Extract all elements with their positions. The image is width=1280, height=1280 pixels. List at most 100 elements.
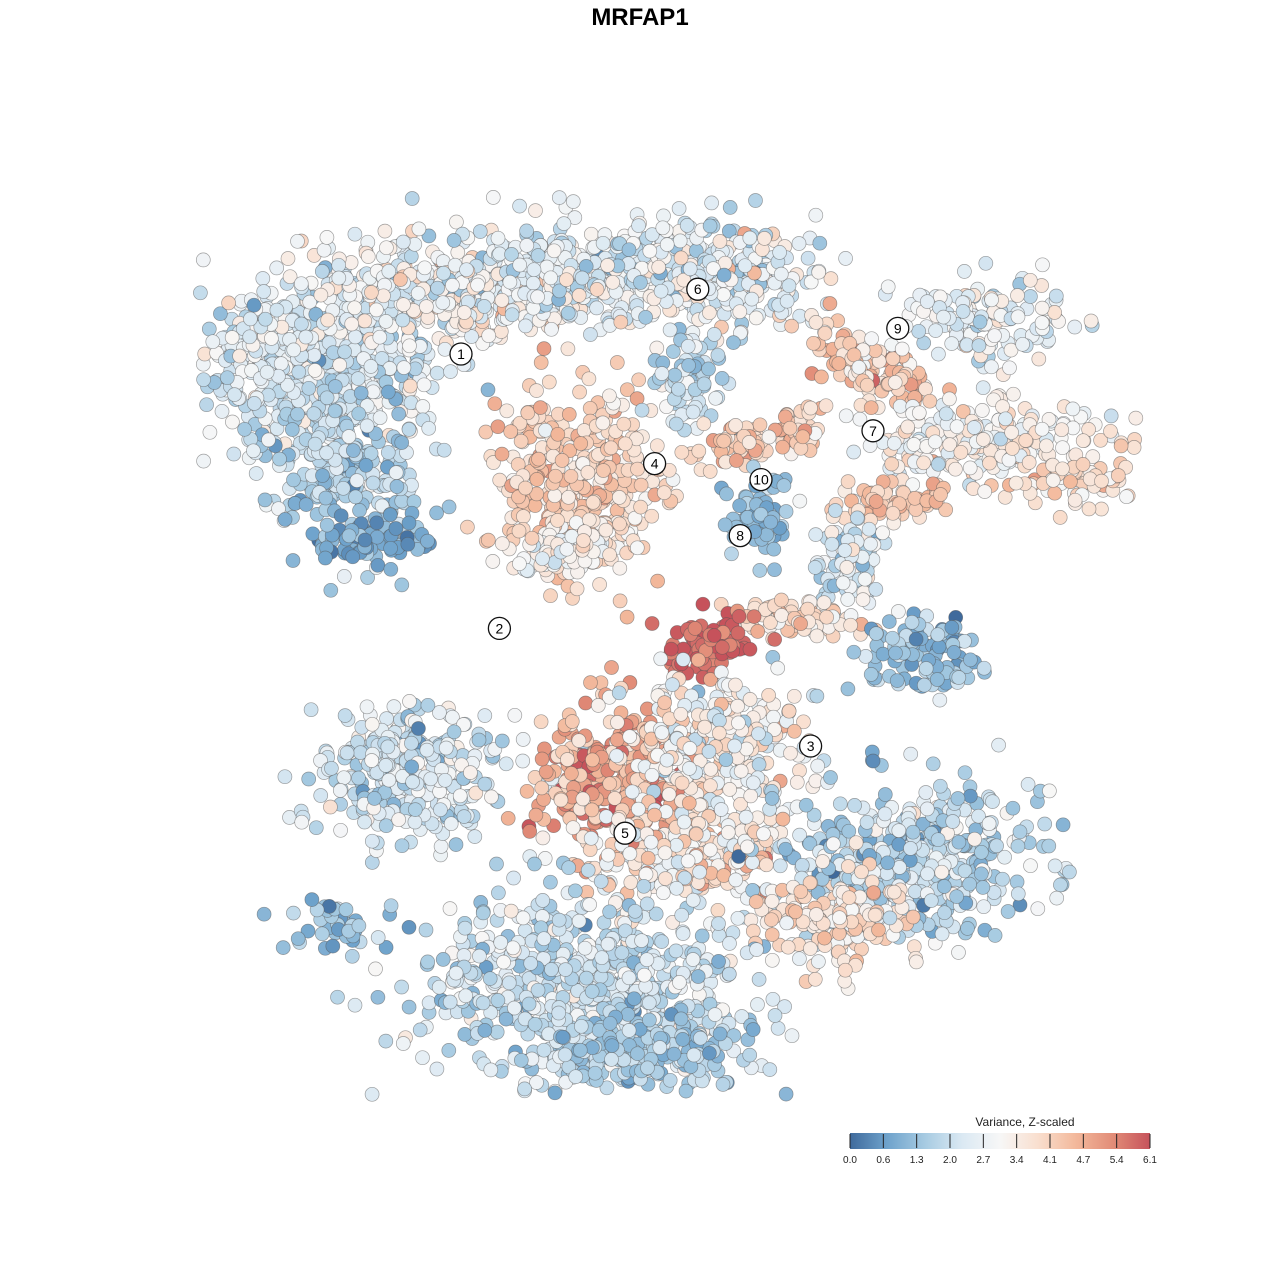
data-point [616,416,632,432]
data-point [1094,473,1109,489]
data-point [569,581,585,597]
data-point [580,862,596,878]
data-point [602,547,617,563]
data-point [327,379,343,394]
data-point [402,694,417,709]
data-point [551,190,567,205]
data-point [930,627,946,643]
data-point [989,838,1004,854]
data-point [835,575,851,591]
data-point [602,388,617,404]
data-point [280,251,296,266]
data-point [732,498,747,514]
data-point [271,501,286,517]
data-point [401,422,417,437]
data-point [1065,401,1081,417]
data-point [1055,461,1070,477]
data-point [443,816,459,832]
data-point [221,295,236,311]
data-point [711,725,727,741]
data-point [1041,838,1057,854]
data-point [886,435,902,451]
data-point [538,422,553,438]
data-point [1047,305,1062,320]
data-point [1067,492,1083,508]
data-point [752,417,768,433]
data-point [282,269,298,285]
data-point [256,284,272,299]
data-point [730,625,746,641]
data-point [839,560,855,575]
data-point [671,381,686,397]
data-point [561,489,576,505]
data-point [564,766,579,781]
data-point [809,628,825,644]
data-point [863,667,879,682]
data-point [336,770,352,786]
data-point [849,510,865,526]
data-point [731,715,746,731]
data-point [691,443,707,459]
data-point [662,322,678,338]
data-point [572,384,587,400]
data-point [394,435,410,450]
data-point [302,294,318,310]
data-point [1048,288,1064,304]
data-point [306,406,322,421]
data-point [472,224,488,239]
data-point [370,557,386,573]
data-point [681,358,696,373]
data-point [800,250,816,266]
data-point [817,325,833,341]
data-point [512,556,527,572]
data-point [642,243,658,259]
data-point [395,312,411,328]
data-point [1054,422,1070,438]
data-point [448,837,464,852]
data-point [314,264,330,279]
data-point [781,703,797,719]
data-point [1126,440,1142,455]
data-point [823,271,839,286]
data-point [751,726,766,742]
data-point [446,233,462,248]
data-point [982,455,997,471]
data-point [559,541,575,557]
data-point [315,468,330,483]
data-point [445,277,460,293]
plot-title: MRFAP1 [591,4,689,31]
data-point [911,323,927,339]
data-point [507,707,523,723]
data-point [814,369,829,385]
data-point [800,601,816,617]
data-point [286,472,301,488]
data-point [571,733,587,748]
data-point [196,372,211,388]
data-point [672,233,688,249]
data-point [696,376,712,392]
data-point [803,400,818,416]
data-point [1008,475,1024,491]
data-point [767,562,782,578]
data-point [258,311,273,327]
data-point [324,760,339,776]
data-point [559,272,574,288]
data-point [471,732,487,748]
data-point [246,396,262,411]
data-point [378,314,394,329]
data-point [963,652,978,668]
data-point [595,235,611,251]
data-point [763,514,779,530]
data-point [546,243,562,259]
data-point [298,497,314,512]
data-point [722,782,738,797]
data-point [877,787,893,802]
data-point [323,582,339,598]
data-point [944,336,960,351]
data-point [656,485,672,501]
data-point [702,305,717,321]
data-point [738,809,754,825]
data-point [929,672,945,687]
data-point [583,675,598,690]
data-point [304,892,320,907]
